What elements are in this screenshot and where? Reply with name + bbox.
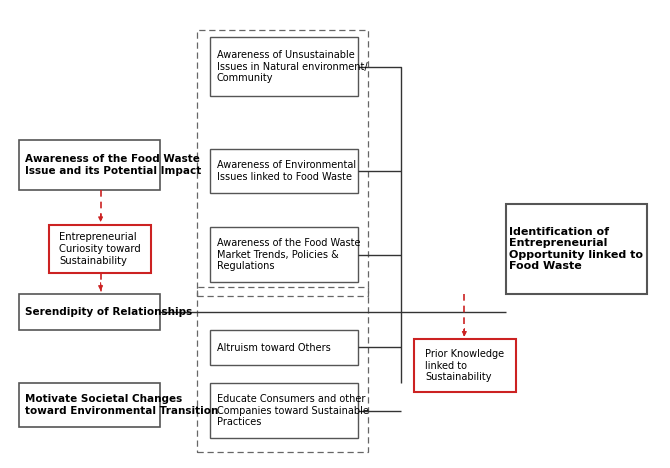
Bar	[19, 383, 159, 427]
Text: Awareness of the Food Waste
Issue and its Potential Impact: Awareness of the Food Waste Issue and it…	[25, 154, 201, 176]
Bar	[19, 140, 159, 190]
Text: Awareness of Unsustainable
Issues in Natural environment/
Community: Awareness of Unsustainable Issues in Nat…	[217, 50, 367, 83]
Text: Awareness of the Food Waste
Market Trends, Policies &
Regulations: Awareness of the Food Waste Market Trend…	[217, 238, 360, 271]
Bar	[414, 339, 516, 392]
Text: Altruism toward Others: Altruism toward Others	[217, 343, 330, 352]
Text: Serendipity of Relationships: Serendipity of Relationships	[25, 307, 192, 317]
Bar	[210, 227, 358, 282]
Bar	[210, 330, 358, 365]
Bar	[19, 293, 159, 330]
Text: Motivate Societal Changes
toward Environmental Transition: Motivate Societal Changes toward Environ…	[25, 394, 218, 416]
Bar	[50, 225, 151, 273]
Bar	[197, 30, 368, 296]
Bar	[210, 149, 358, 193]
Text: Educate Consumers and other
Companies toward Sustainable
Practices: Educate Consumers and other Companies to…	[217, 394, 368, 427]
Bar	[210, 37, 358, 96]
Text: Prior Knowledge
linked to
Sustainability: Prior Knowledge linked to Sustainability	[425, 349, 505, 382]
Bar	[210, 383, 358, 438]
Bar	[506, 204, 647, 293]
Text: Entrepreneurial
Curiosity toward
Sustainability: Entrepreneurial Curiosity toward Sustain…	[60, 232, 141, 265]
Text: Awareness of Environmental
Issues linked to Food Waste: Awareness of Environmental Issues linked…	[217, 160, 356, 182]
Bar	[197, 287, 368, 452]
Text: Identification of
Entrepreneurial
Opportunity linked to
Food Waste: Identification of Entrepreneurial Opport…	[509, 227, 643, 271]
